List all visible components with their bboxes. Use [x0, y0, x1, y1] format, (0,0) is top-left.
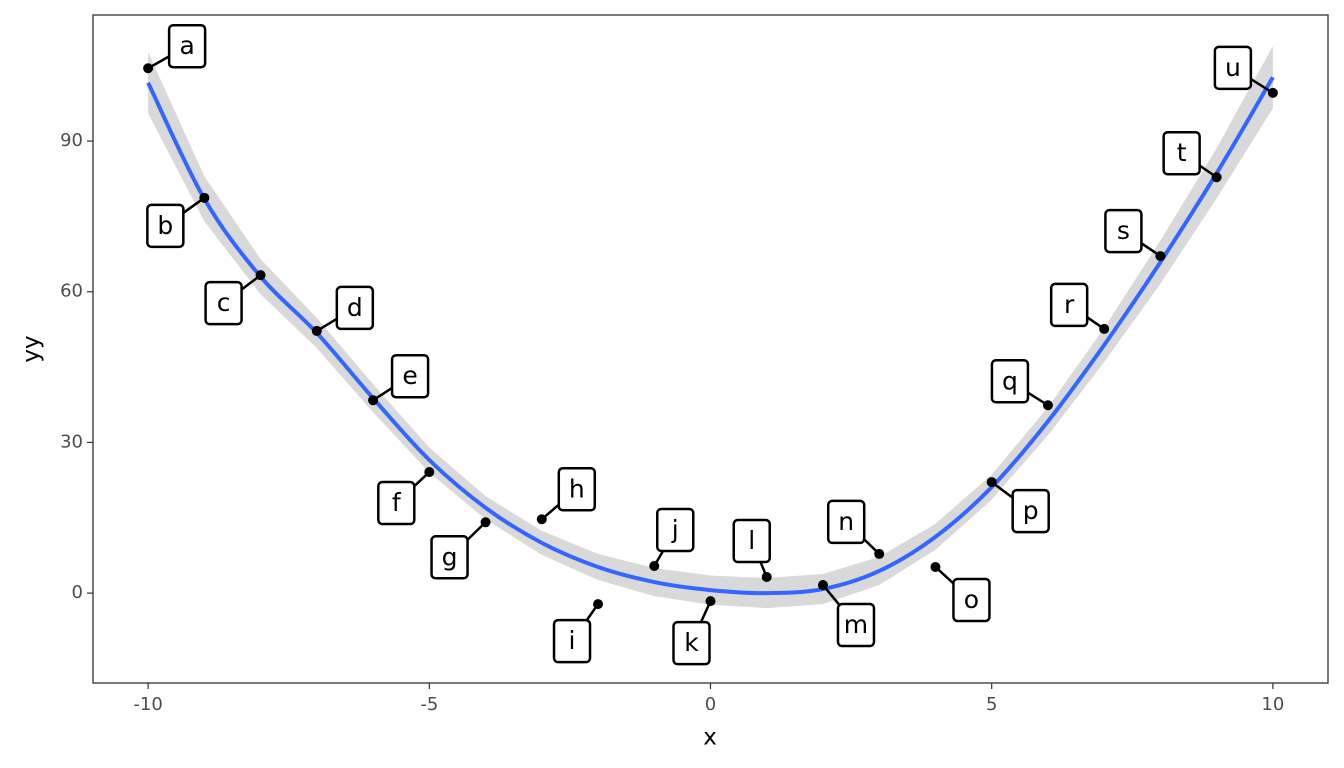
label-box: [672, 620, 711, 666]
point-label: a: [179, 31, 194, 60]
y-axis-title: yy: [19, 335, 45, 362]
label-box: [732, 518, 771, 564]
point-label: o: [964, 585, 979, 614]
label-box: [335, 285, 375, 331]
label-box: [377, 480, 416, 526]
x-tick-label: -5: [420, 694, 438, 715]
label-box: [390, 353, 430, 399]
point-label: l: [748, 526, 755, 555]
label-box: [1104, 208, 1143, 254]
point-label: e: [402, 361, 417, 390]
point-label: u: [1225, 53, 1241, 82]
x-axis-title: x: [703, 725, 717, 751]
y-tick-label: 60: [60, 281, 83, 302]
label-box: [552, 618, 592, 664]
label-box: [204, 280, 243, 326]
label-box: [836, 602, 876, 648]
point-label: c: [217, 288, 231, 317]
label-box: [952, 577, 991, 623]
label-box: [557, 467, 597, 512]
point-label: k: [684, 628, 699, 657]
point-label: r: [1064, 290, 1075, 319]
label-box: [1011, 488, 1050, 534]
plot-border: [92, 14, 1329, 684]
point-label: m: [844, 610, 868, 639]
point-label: i: [569, 626, 576, 655]
label-box: [1162, 130, 1201, 176]
x-tick-label: 10: [1261, 694, 1284, 715]
x-tick-label: 0: [705, 694, 716, 715]
point-label: b: [157, 211, 173, 240]
label-box: [167, 23, 207, 69]
x-tick-label: 5: [986, 694, 997, 715]
y-tick-label: 0: [72, 582, 83, 603]
point-label: t: [1177, 138, 1187, 167]
label-box: [1049, 282, 1089, 328]
point-label: g: [442, 542, 458, 571]
label-box: [826, 499, 866, 545]
label-box: [146, 203, 185, 249]
label-box: [1213, 45, 1253, 91]
x-tick-label: -10: [133, 694, 162, 715]
label-box: [430, 535, 469, 580]
point-label: p: [1023, 496, 1039, 525]
point-label: q: [1002, 366, 1018, 395]
label-box: [990, 359, 1030, 404]
y-tick-label: 30: [60, 431, 83, 452]
label-box: [656, 507, 695, 553]
point-label: h: [569, 474, 585, 503]
point-label: n: [838, 507, 854, 536]
point-label: f: [392, 488, 402, 517]
y-tick-label: 90: [60, 130, 83, 151]
point-label: d: [347, 293, 363, 322]
point-label: j: [671, 515, 679, 544]
point-label: s: [1117, 216, 1130, 245]
